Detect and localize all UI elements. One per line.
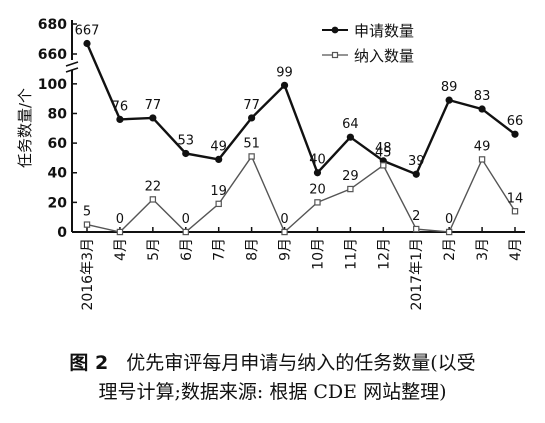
series-2-point — [281, 228, 288, 236]
data-label: 76 — [112, 99, 129, 114]
data-label: 40 — [309, 153, 326, 168]
legend-label: 申请数量 — [354, 22, 414, 40]
series-2-point — [248, 153, 255, 160]
axis-break-mark — [65, 67, 79, 73]
data-label: 77 — [145, 98, 162, 113]
caption-text-1: 优先审评每月申请与纳入的任务数量(以受 — [126, 352, 476, 374]
figure-caption-line2: 理号计算;数据来源: 根据 CDE 网站整理) — [0, 377, 545, 404]
data-label: 53 — [177, 133, 194, 148]
series-1-point — [248, 114, 256, 122]
series-2-point — [347, 185, 354, 193]
x-tick-label: 7月 — [212, 238, 228, 261]
series-2-point — [380, 162, 387, 169]
series-markers — [83, 39, 519, 236]
data-label: 2 — [412, 209, 420, 224]
x-tick-label: 5月 — [146, 238, 162, 261]
data-label: 39 — [408, 154, 425, 169]
series-2-point — [116, 228, 124, 236]
series-2-point — [83, 221, 91, 228]
x-tick-label: 8月 — [245, 238, 261, 261]
y-tick-label: 20 — [48, 195, 68, 211]
series-2-point — [215, 200, 222, 208]
data-label: 14 — [507, 191, 524, 206]
axis-break-mark — [65, 61, 79, 67]
series-1-point — [280, 81, 289, 89]
legend-marker — [331, 51, 339, 59]
x-tick-label: 12月 — [376, 238, 392, 270]
y-tick-label: 660 — [38, 47, 67, 63]
series-line-2 — [86, 155, 516, 234]
data-label: 0 — [116, 212, 124, 227]
x-tick-label: 4月 — [508, 238, 524, 261]
series-2-point — [445, 228, 453, 236]
data-label: 22 — [145, 179, 162, 194]
data-label: 5 — [83, 205, 91, 220]
data-label: 51 — [243, 136, 260, 151]
caption-text-2: 理号计算;数据来源: 根据 CDE 网站整理) — [98, 381, 447, 403]
data-label: 0 — [445, 212, 453, 227]
figure-caption-line1: 图 2 优先审评每月申请与纳入的任务数量(以受 — [0, 348, 545, 375]
series-2-point — [149, 196, 157, 203]
legend-label: 纳入数量 — [354, 47, 414, 65]
x-tick-label: 9月 — [278, 238, 294, 261]
figure-label: 图 2 — [69, 352, 109, 374]
data-label: 49 — [474, 139, 491, 154]
y-axis-label: 任务数量/个 — [16, 88, 34, 168]
x-tick-label: 10月 — [310, 238, 326, 270]
series-1-point — [313, 169, 322, 177]
series-1-point — [346, 133, 354, 141]
series-2-point — [413, 225, 420, 233]
series-2-point — [511, 208, 519, 215]
data-label: 99 — [276, 65, 293, 80]
series-1-point — [511, 130, 519, 138]
x-tick-label: 4月 — [113, 238, 129, 261]
series-1-point — [149, 114, 157, 122]
data-label: 0 — [280, 212, 288, 227]
data-label: 667 — [75, 24, 100, 39]
data-label: 83 — [474, 89, 491, 104]
series-1-point — [445, 96, 453, 104]
series-2-point — [314, 199, 321, 206]
series-1-point — [116, 115, 124, 124]
series-1-point — [83, 39, 91, 48]
data-label: 29 — [342, 169, 359, 184]
series-2-point — [478, 156, 486, 163]
y-tick-label: 100 — [38, 77, 67, 93]
x-tick-label: 11月 — [343, 238, 359, 270]
series-2-point — [182, 228, 189, 236]
series-line-1 — [85, 43, 516, 176]
series-1-point — [412, 170, 420, 178]
data-label: 19 — [210, 184, 227, 199]
data-label: 66 — [507, 114, 524, 129]
data-label: 45 — [375, 145, 392, 160]
x-tick-label: 2月 — [442, 238, 458, 261]
data-label: 64 — [342, 117, 359, 132]
x-tick-label: 3月 — [475, 238, 491, 261]
legend-marker — [331, 26, 339, 34]
x-tick-label: 6月 — [179, 238, 195, 261]
y-tick-label: 60 — [48, 136, 68, 152]
x-tick-label: 2017年1月 — [409, 238, 425, 311]
data-label: 20 — [309, 182, 326, 197]
series-1-point — [215, 155, 223, 164]
series-1-point — [478, 105, 486, 113]
data-label: 0 — [182, 212, 190, 227]
y-tick-label: 80 — [48, 106, 68, 122]
series-1-point — [182, 149, 190, 158]
data-label: 49 — [210, 139, 227, 154]
data-label: 89 — [441, 80, 458, 95]
data-label: 77 — [243, 98, 260, 113]
y-tick-label: 680 — [38, 17, 67, 33]
x-tick-label: 2016年3月 — [80, 238, 96, 311]
data-label: 48 — [375, 141, 392, 156]
series-lines — [85, 43, 516, 234]
y-tick-label: 0 — [57, 225, 67, 241]
y-tick-label: 40 — [48, 166, 68, 182]
